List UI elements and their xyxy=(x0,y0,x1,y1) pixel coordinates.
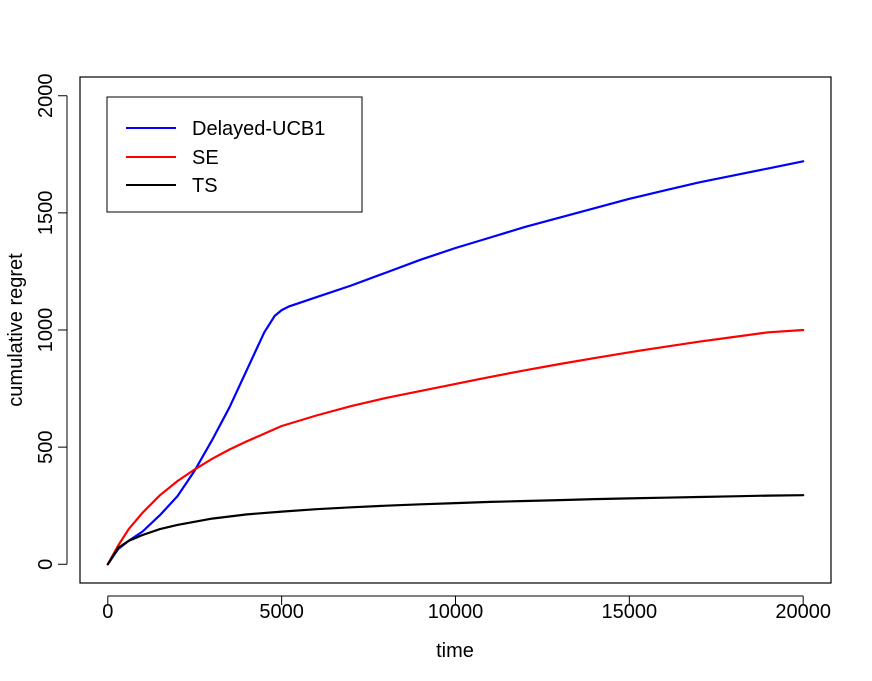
series-layer xyxy=(106,160,805,566)
x-tick-label: 15000 xyxy=(602,601,658,623)
y-tick-label: 1000 xyxy=(35,308,57,353)
x-tick-label: 10000 xyxy=(428,601,484,623)
series-line-delayed-ucb1 xyxy=(106,160,805,566)
legend-box xyxy=(106,96,363,213)
x-tick-label: 0 xyxy=(102,601,113,623)
legend-label-delayed-ucb1: Delayed-UCB1 xyxy=(192,118,325,140)
series-line-se xyxy=(106,328,805,566)
y-tick-label: 0 xyxy=(35,559,57,570)
axes: 0 5000 10000 15000 20000 0 500 1000 1500 2000 xyxy=(35,73,831,623)
series-line-ts xyxy=(106,494,805,566)
plot-frame xyxy=(79,76,832,584)
y-tick-label: 2000 xyxy=(35,73,57,118)
y-tick-label: 1500 xyxy=(35,191,57,236)
y-tick-label: 500 xyxy=(35,430,57,463)
x-tick-label: 5000 xyxy=(259,601,304,623)
legend-label-se: SE xyxy=(192,147,219,169)
x-axis-title: time xyxy=(436,640,474,662)
legend-label-ts: TS xyxy=(192,175,218,197)
legend: Delayed-UCB1 SE TS xyxy=(106,96,363,213)
x-tick-label: 20000 xyxy=(775,601,831,623)
y-axis-title: cumulative regret xyxy=(5,253,27,407)
